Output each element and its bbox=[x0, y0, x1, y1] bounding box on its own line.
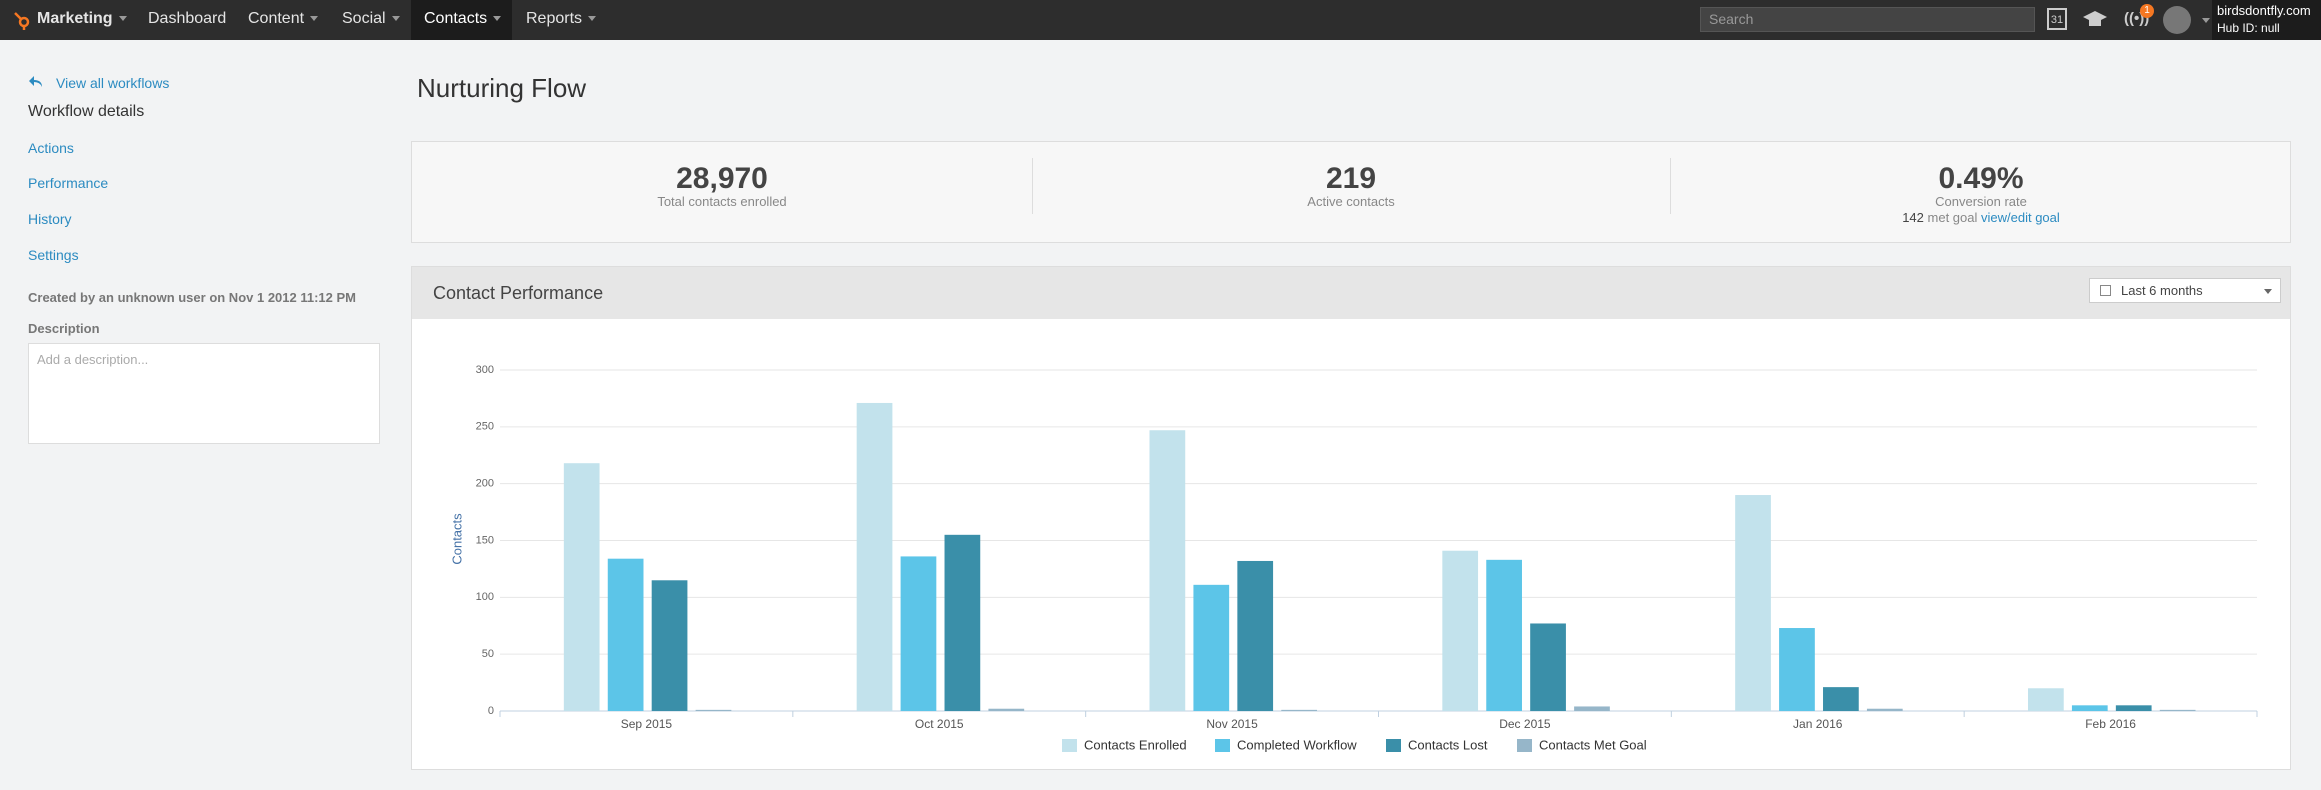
bar bbox=[1486, 559, 1522, 711]
bar bbox=[651, 580, 688, 711]
x-tick-label: Dec 2015 bbox=[1499, 717, 1551, 731]
sidebar-link[interactable]: Performance bbox=[28, 175, 109, 191]
bar bbox=[1779, 628, 1815, 711]
bar bbox=[607, 558, 644, 711]
stat-label: Conversion rate bbox=[1935, 194, 2027, 209]
page-title: Nurturing Flow bbox=[417, 73, 587, 103]
sidebar-link[interactable]: History bbox=[28, 211, 72, 227]
avatar[interactable] bbox=[2163, 6, 2191, 34]
x-tick-label: Feb 2016 bbox=[2085, 717, 2136, 731]
legend-label: Contacts Lost bbox=[1408, 737, 1488, 752]
bar bbox=[988, 708, 1025, 711]
bar bbox=[944, 534, 981, 711]
panel-header bbox=[412, 267, 2290, 319]
y-tick-label: 0 bbox=[488, 705, 494, 717]
search-box[interactable]: Search bbox=[1700, 7, 2035, 32]
goal-text: met goal bbox=[1927, 210, 1978, 225]
bar bbox=[2159, 709, 2196, 711]
nav-item-active[interactable]: Contacts bbox=[411, 0, 512, 40]
bar bbox=[1237, 560, 1274, 711]
nav-item[interactable]: Reports bbox=[526, 0, 597, 40]
nav-text: Contacts bbox=[424, 10, 488, 27]
stat-label: Active contacts bbox=[1307, 194, 1395, 209]
notification-badge: 1 bbox=[2140, 4, 2154, 18]
bar bbox=[2028, 688, 2064, 711]
bar bbox=[856, 402, 893, 711]
goal-count: 142 bbox=[1902, 210, 1924, 225]
description-input[interactable]: Add a description... bbox=[28, 343, 380, 444]
back-arrow bbox=[29, 76, 42, 87]
stat-label: Total contacts enrolled bbox=[657, 194, 787, 209]
bar bbox=[1530, 623, 1566, 711]
y-tick-label: 200 bbox=[476, 478, 494, 490]
nav-item[interactable]: Dashboard bbox=[148, 10, 227, 27]
chart: 0 50 100 150 200 250 300 Contacts Sep 2015 Oct 20… bbox=[449, 364, 2258, 752]
legend-swatch bbox=[1517, 739, 1532, 752]
nav-text: Social bbox=[342, 10, 386, 27]
logo bbox=[14, 12, 30, 30]
y-tick-label: 150 bbox=[476, 534, 494, 546]
nav-text: Reports bbox=[526, 10, 583, 27]
legend-label: Contacts Enrolled bbox=[1084, 737, 1187, 752]
sidebar-link[interactable]: Actions bbox=[28, 140, 74, 156]
back-link[interactable]: View all workflows bbox=[56, 75, 170, 91]
placeholder: Add a description... bbox=[37, 352, 149, 367]
legend-label: Contacts Met Goal bbox=[1539, 737, 1647, 752]
stat-note: 142 met goal view/edit goal bbox=[1831, 210, 2131, 225]
stats-box: 28,970 Total contacts enrolled 219 Activ… bbox=[411, 141, 2291, 243]
legend-label: Completed Workflow bbox=[1237, 737, 1357, 752]
nav-brand[interactable]: Marketing bbox=[37, 0, 127, 40]
legend-swatch bbox=[1062, 739, 1077, 752]
bar bbox=[1193, 584, 1230, 711]
y-tick-label: 250 bbox=[476, 421, 494, 433]
nav-item[interactable]: Social bbox=[342, 0, 400, 40]
bar bbox=[1823, 687, 1859, 711]
bar bbox=[563, 463, 600, 711]
description-label: Description bbox=[28, 321, 100, 336]
bar bbox=[1735, 495, 1771, 711]
x-tick-label: Sep 2015 bbox=[621, 717, 673, 731]
range-dropdown[interactable]: Last 6 months bbox=[2089, 278, 2281, 303]
chart-panel: Contact Performance Last 6 months 0 50 100… bbox=[411, 266, 2291, 770]
bar bbox=[1149, 430, 1186, 711]
academy-icon[interactable] bbox=[2082, 10, 2108, 28]
bar bbox=[900, 556, 937, 711]
portal-name: birdsdontfly.com bbox=[2217, 3, 2311, 18]
range-text: Last 6 months bbox=[2121, 283, 2203, 298]
created-note: Created by an unknown user on Nov 1 2012… bbox=[28, 290, 356, 305]
portal-box[interactable] bbox=[2212, 0, 2321, 40]
nav-text: Content bbox=[248, 10, 305, 27]
stat-value: 0.49% bbox=[1938, 162, 2024, 195]
bar bbox=[1281, 709, 1318, 711]
y-tick-label: 300 bbox=[476, 364, 494, 376]
x-tick-label: Nov 2015 bbox=[1206, 717, 1258, 731]
bar bbox=[2115, 705, 2152, 711]
hub-id: Hub ID: null bbox=[2217, 21, 2280, 35]
goal-link[interactable]: view/edit goal bbox=[1981, 210, 2060, 225]
bar bbox=[1574, 706, 1610, 711]
bar bbox=[1866, 708, 1903, 711]
sidebar-heading: Workflow details bbox=[28, 103, 145, 120]
y-axis-label: Contacts bbox=[449, 513, 464, 565]
bar bbox=[695, 709, 732, 711]
bar bbox=[2071, 705, 2108, 711]
nav-item[interactable]: Content bbox=[248, 0, 319, 40]
stat-value: 28,970 bbox=[676, 162, 768, 195]
x-tick-label: Oct 2015 bbox=[915, 717, 964, 731]
legend-swatch bbox=[1215, 739, 1230, 752]
stat-value: 219 bbox=[1325, 162, 1377, 195]
top-nav: Marketing Dashboard Content Social Conta… bbox=[0, 0, 2321, 40]
brand-text: Marketing bbox=[37, 10, 113, 27]
calendar-icon[interactable]: 31 bbox=[2047, 8, 2067, 30]
sidebar-link[interactable]: Settings bbox=[28, 247, 79, 263]
panel-title: Contact Performance bbox=[433, 283, 604, 303]
x-tick-label: Jan 2016 bbox=[1793, 717, 1843, 731]
y-tick-label: 100 bbox=[476, 591, 494, 603]
y-tick-label: 50 bbox=[482, 648, 494, 660]
legend-swatch bbox=[1386, 739, 1401, 752]
bar bbox=[1442, 550, 1479, 711]
